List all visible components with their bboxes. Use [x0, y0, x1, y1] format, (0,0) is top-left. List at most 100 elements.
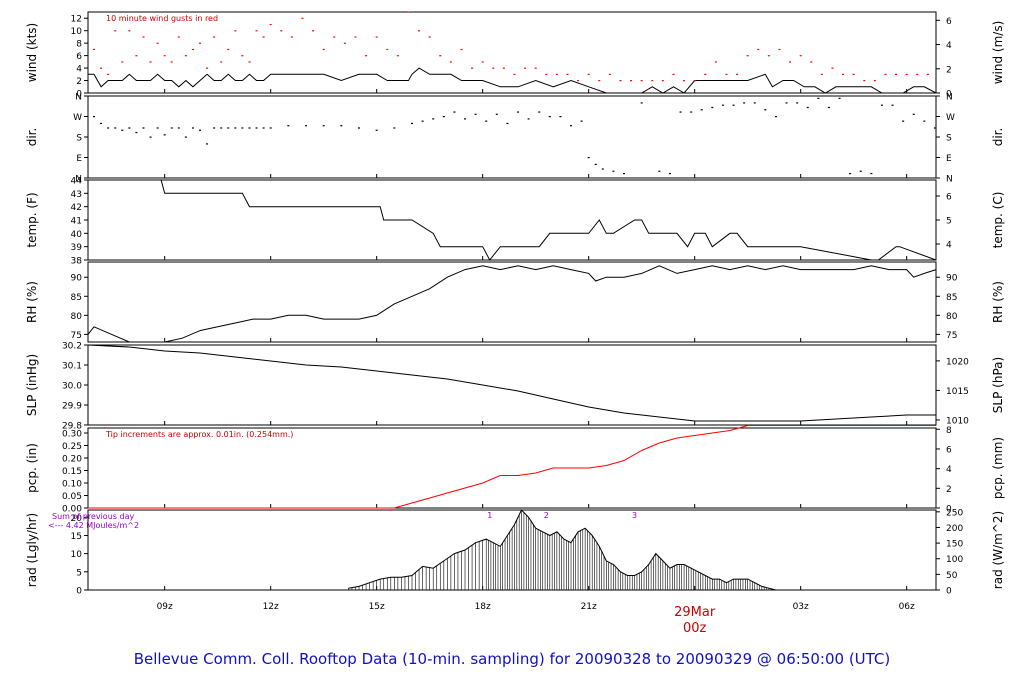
- wind-point: [789, 61, 792, 63]
- rad-right-tick-label: 150: [946, 540, 963, 550]
- dir-point: [227, 127, 230, 129]
- dir-point: [711, 106, 714, 109]
- wind-point: [725, 73, 728, 76]
- dir-point: [485, 120, 488, 122]
- wind-point: [121, 61, 124, 63]
- dir-point: [156, 127, 159, 129]
- wind-series: [93, 11, 929, 82]
- wind-point: [428, 36, 431, 38]
- temp-ylabel: temp. (F): [25, 192, 39, 247]
- dir-point: [838, 97, 841, 99]
- dir-point: [548, 116, 551, 118]
- pcp-line: [88, 425, 936, 509]
- wind-point: [407, 11, 410, 13]
- wind-point: [191, 48, 194, 51]
- wind-point: [128, 30, 131, 32]
- dir-point: [220, 127, 223, 129]
- wind-point: [312, 30, 315, 32]
- wind-point: [831, 67, 834, 69]
- dir-point: [269, 127, 272, 129]
- wind-right-tick-label: 2: [946, 65, 952, 75]
- rh-tick-label: 80: [71, 312, 83, 322]
- wind-tick-label: 2: [76, 77, 82, 87]
- wind-point: [241, 55, 244, 57]
- wind-point: [926, 73, 929, 76]
- wind-point: [492, 67, 495, 69]
- dir-point: [442, 116, 445, 118]
- dir-point: [107, 127, 110, 129]
- dir-point: [411, 122, 414, 125]
- wind-point: [693, 80, 696, 82]
- wind-point: [767, 55, 770, 57]
- rad-tick-label: 5: [76, 568, 82, 578]
- dir-point: [322, 125, 325, 127]
- wind-point: [156, 42, 159, 44]
- dir-right-tick-label: N: [946, 93, 953, 103]
- rad-annotation-sum: <--- 4.42 MJoules/m^2: [48, 521, 139, 530]
- dir-point: [732, 104, 735, 106]
- dir-point: [393, 127, 396, 129]
- dir-point: [700, 109, 703, 111]
- dir-point: [559, 116, 562, 118]
- wind-point: [481, 61, 484, 63]
- wind-point: [757, 48, 760, 51]
- rad-marker: 1: [487, 511, 492, 520]
- rh-right-tick-label: 75: [946, 331, 957, 341]
- wind-point: [852, 73, 855, 76]
- wind-point: [534, 67, 537, 69]
- dir-point: [191, 127, 194, 129]
- pcp-tick-label: 0.30: [62, 430, 82, 440]
- wind-point: [640, 80, 643, 82]
- pcp-right-tick-label: 2: [946, 485, 952, 495]
- slp-frame: [87, 344, 937, 426]
- wind-point: [227, 48, 230, 51]
- rh-series: [87, 265, 937, 343]
- rad-right-tick-label: 250: [946, 508, 963, 518]
- rh-right-tick-label: 85: [946, 293, 957, 303]
- dir-point: [785, 102, 788, 104]
- rad-tick-label: 0: [76, 587, 82, 597]
- dir-point: [753, 102, 756, 104]
- wind-point: [661, 80, 664, 82]
- dir-point: [891, 104, 894, 106]
- dir-point: [594, 163, 597, 166]
- wind-panel: 0 2 4 6 8 10 12 0 2 4 6 wind (kts) wind (m/s) 10 minu…: [25, 11, 1005, 100]
- temp-tick-label: 39: [71, 243, 83, 253]
- dir-tick-label: W: [73, 113, 82, 123]
- dir-right-tick-label: W: [946, 113, 955, 123]
- dir-point: [817, 97, 820, 99]
- slp-right-tick-label: 1010: [946, 416, 969, 426]
- dir-ylabel-right: dir.: [991, 128, 1005, 147]
- dir-point: [453, 111, 456, 113]
- dir-point: [213, 127, 216, 129]
- wind-point: [587, 73, 590, 76]
- wind-tick-label: 10: [71, 27, 83, 37]
- pcp-ylabel-right: pcp. (mm): [991, 437, 1005, 499]
- dir-point: [690, 111, 693, 113]
- rh-right-tick-label: 80: [946, 312, 958, 322]
- rad-annotation: Sum of previous day: [52, 512, 134, 521]
- dir-point: [128, 127, 131, 129]
- wind-point: [262, 36, 265, 38]
- dir-point: [601, 168, 604, 170]
- wind-tick-label: 12: [71, 15, 82, 25]
- dir-point: [432, 118, 435, 120]
- dir-point: [933, 127, 936, 129]
- wind-point: [672, 73, 675, 76]
- wind-tick-label: 6: [76, 52, 82, 62]
- wind-line: [88, 67, 937, 94]
- wind-point: [916, 73, 919, 76]
- wind-point: [577, 80, 580, 82]
- wind-tick-label: 0: [76, 90, 82, 100]
- dir-point: [358, 127, 361, 129]
- wind-point: [333, 36, 336, 38]
- wind-point: [269, 23, 272, 26]
- dir-point: [612, 170, 615, 172]
- wind-series: [88, 67, 937, 94]
- dir-point: [375, 129, 378, 131]
- dir-point: [806, 106, 809, 109]
- dir-point: [640, 102, 643, 104]
- wind-tick-label: 4: [76, 65, 82, 75]
- wind-point: [449, 61, 452, 63]
- date-marker-hour: 00z: [683, 621, 707, 636]
